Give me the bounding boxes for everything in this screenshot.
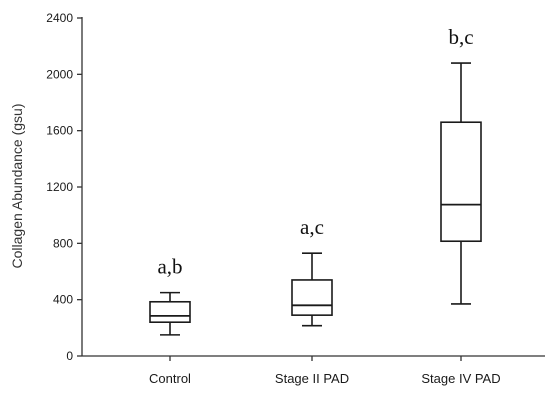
x-tick-label: Stage II PAD	[275, 371, 349, 386]
significance-annotation: a,c	[300, 215, 324, 239]
iqr-box	[291, 279, 333, 316]
iqr-box	[440, 121, 482, 243]
x-axis: Control Stage II PAD Stage IV PAD	[82, 355, 545, 386]
box-control: a,b	[149, 255, 191, 336]
x-tick-label: Stage IV PAD	[421, 371, 500, 386]
y-axis: 0 400 800 1200 1600 2000 2400	[46, 11, 83, 363]
x-tick-label: Control	[149, 371, 191, 386]
box-stage-ii-pad: a,c	[291, 215, 333, 327]
iqr-box	[149, 300, 191, 324]
significance-annotation: b,c	[448, 25, 473, 49]
y-tick-label: 800	[53, 236, 73, 250]
y-tick-label: 2400	[46, 11, 73, 25]
y-tick-label: 1600	[46, 124, 73, 138]
y-tick-label: 0	[66, 349, 73, 363]
y-tick-label: 2000	[46, 67, 73, 81]
y-tick-label: 1200	[46, 180, 73, 194]
box-series: a,b a,c b,c	[149, 25, 482, 336]
y-axis-title: Collagen Abundance (gsu)	[9, 103, 25, 268]
y-tick-label: 400	[53, 293, 73, 307]
significance-annotation: a,b	[157, 255, 182, 279]
box-stage-iv-pad: b,c	[440, 25, 482, 305]
